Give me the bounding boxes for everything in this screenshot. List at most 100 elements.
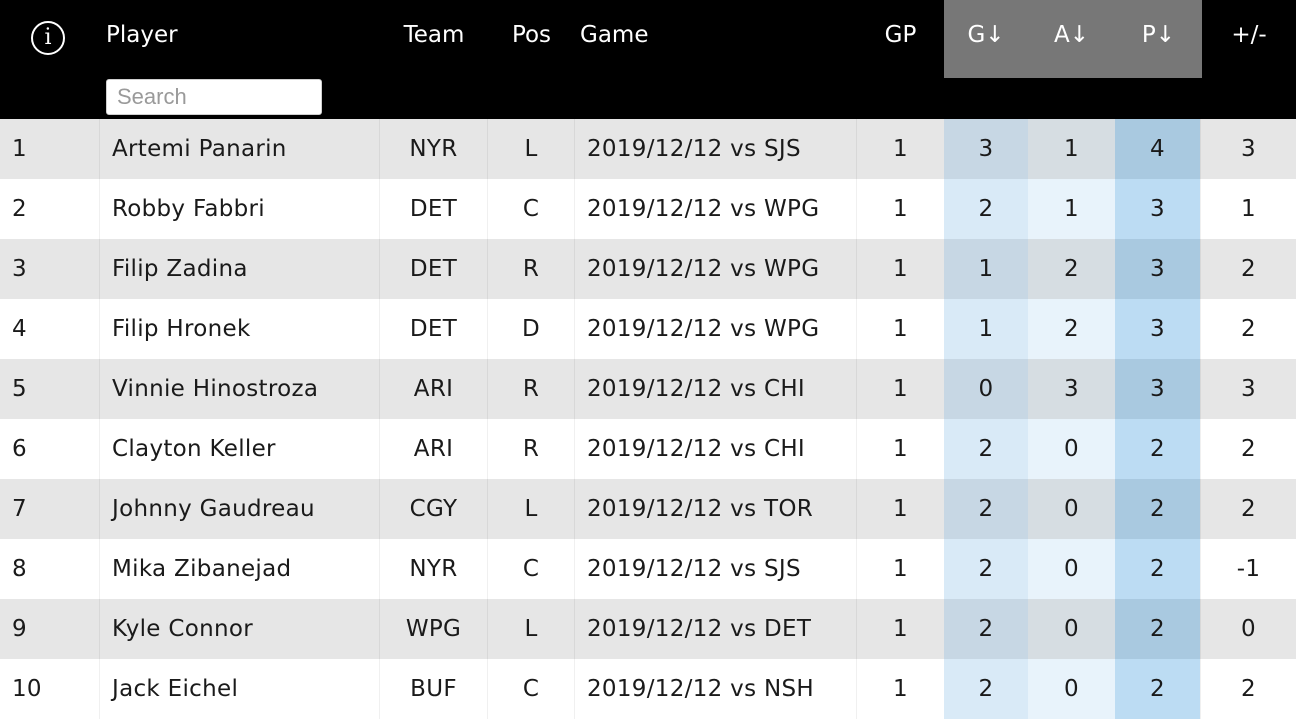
team-cell: DET: [380, 179, 488, 239]
points-cell: 2: [1115, 659, 1200, 719]
goals-cell: 2: [944, 479, 1028, 539]
points-cell: 3: [1115, 239, 1200, 299]
assists-cell: 2: [1028, 299, 1115, 359]
points-cell: 3: [1115, 299, 1200, 359]
plus-minus-cell: 3: [1200, 119, 1296, 179]
game-cell: 2019/12/12 vs NSH: [575, 659, 857, 719]
player-name: Clayton Keller: [100, 419, 380, 479]
position-cell: R: [488, 239, 575, 299]
table-row[interactable]: 8 Mika Zibanejad NYR C 2019/12/12 vs SJS 1 2 0 2…: [0, 539, 1296, 599]
game-cell: 2019/12/12 vs SJS: [575, 539, 857, 599]
player-name: Filip Hronek: [100, 299, 380, 359]
player-name: Kyle Connor: [100, 599, 380, 659]
table-row[interactable]: 6 Clayton Keller ARI R 2019/12/12 vs CHI 1 2 0 2…: [0, 419, 1296, 479]
column-header-team[interactable]: Team: [403, 22, 465, 48]
games-played-cell: 1: [893, 496, 908, 522]
team-cell: NYR: [380, 119, 488, 179]
column-header-assists[interactable]: A↓: [1028, 0, 1115, 78]
column-header-plus-minus[interactable]: +/-: [1231, 22, 1267, 48]
position-cell: R: [488, 359, 575, 419]
game-cell: 2019/12/12 vs WPG: [575, 179, 857, 239]
player-name: Vinnie Hinostroza: [100, 359, 380, 419]
assists-cell: 3: [1028, 359, 1115, 419]
table-row[interactable]: 9 Kyle Connor WPG L 2019/12/12 vs DET 1 2 0 2 0: [0, 599, 1296, 659]
team-cell: DET: [380, 239, 488, 299]
game-cell: 2019/12/12 vs WPG: [575, 299, 857, 359]
points-cell: 2: [1115, 419, 1200, 479]
table-row[interactable]: 2 Robby Fabbri DET C 2019/12/12 vs WPG 1 2 1 3 1: [0, 179, 1296, 239]
plus-minus-cell: 3: [1200, 359, 1296, 419]
games-played-cell: 1: [893, 436, 908, 462]
player-name: Robby Fabbri: [100, 179, 380, 239]
game-cell: 2019/12/12 vs DET: [575, 599, 857, 659]
rank-cell: 10: [0, 659, 100, 719]
table-row[interactable]: 10 Jack Eichel BUF C 2019/12/12 vs NSH 1 2 0 2 2: [0, 659, 1296, 719]
table-body: 1 Artemi Panarin NYR L 2019/12/12 vs SJS 1 3 1 4…: [0, 119, 1296, 719]
plus-minus-cell: 2: [1200, 479, 1296, 539]
table-row[interactable]: 4 Filip Hronek DET D 2019/12/12 vs WPG 1 1 2 3 2: [0, 299, 1296, 359]
games-played-cell: 1: [893, 376, 908, 402]
game-cell: 2019/12/12 vs SJS: [575, 119, 857, 179]
column-header-goals[interactable]: G↓: [944, 0, 1028, 78]
assists-cell: 0: [1028, 599, 1115, 659]
games-played-cell: 1: [893, 556, 908, 582]
position-cell: L: [488, 599, 575, 659]
player-name: Filip Zadina: [100, 239, 380, 299]
rank-cell: 6: [0, 419, 100, 479]
plus-minus-cell: -1: [1200, 539, 1296, 599]
goals-cell: 3: [944, 119, 1028, 179]
position-cell: C: [488, 539, 575, 599]
team-cell: WPG: [380, 599, 488, 659]
assists-cell: 1: [1028, 119, 1115, 179]
game-cell: 2019/12/12 vs WPG: [575, 239, 857, 299]
player-name: Mika Zibanejad: [100, 539, 380, 599]
table-row[interactable]: 7 Johnny Gaudreau CGY L 2019/12/12 vs TOR 1 2 0…: [0, 479, 1296, 539]
team-cell: CGY: [380, 479, 488, 539]
game-cell: 2019/12/12 vs CHI: [575, 419, 857, 479]
points-cell: 2: [1115, 599, 1200, 659]
position-cell: D: [488, 299, 575, 359]
position-cell: C: [488, 659, 575, 719]
points-cell: 3: [1115, 179, 1200, 239]
points-cell: 2: [1115, 479, 1200, 539]
goals-cell: 2: [944, 599, 1028, 659]
points-cell: 2: [1115, 539, 1200, 599]
rank-cell: 8: [0, 539, 100, 599]
games-played-cell: 1: [893, 676, 908, 702]
position-cell: R: [488, 419, 575, 479]
game-cell: 2019/12/12 vs TOR: [575, 479, 857, 539]
column-header-pos[interactable]: Pos: [511, 22, 552, 48]
goals-cell: 2: [944, 419, 1028, 479]
assists-cell: 0: [1028, 539, 1115, 599]
plus-minus-cell: 0: [1200, 599, 1296, 659]
table-row[interactable]: 3 Filip Zadina DET R 2019/12/12 vs WPG 1 1 2 3 2: [0, 239, 1296, 299]
rank-cell: 3: [0, 239, 100, 299]
plus-minus-cell: 2: [1200, 299, 1296, 359]
rank-cell: 4: [0, 299, 100, 359]
team-cell: DET: [380, 299, 488, 359]
goals-cell: 2: [944, 179, 1028, 239]
player-name: Johnny Gaudreau: [100, 479, 380, 539]
games-played-cell: 1: [893, 616, 908, 642]
team-cell: NYR: [380, 539, 488, 599]
goals-cell: 0: [944, 359, 1028, 419]
position-cell: L: [488, 119, 575, 179]
column-header-gp[interactable]: GP: [884, 22, 917, 48]
table-row[interactable]: 5 Vinnie Hinostroza ARI R 2019/12/12 vs CHI 1…: [0, 359, 1296, 419]
column-header-player[interactable]: Player: [106, 22, 178, 48]
column-header-game[interactable]: Game: [580, 22, 649, 48]
team-cell: BUF: [380, 659, 488, 719]
game-cell: 2019/12/12 vs CHI: [575, 359, 857, 419]
table-row[interactable]: 1 Artemi Panarin NYR L 2019/12/12 vs SJS 1 3 1 4…: [0, 119, 1296, 179]
player-name: Jack Eichel: [100, 659, 380, 719]
plus-minus-cell: 2: [1200, 659, 1296, 719]
info-icon[interactable]: i: [31, 21, 65, 55]
goals-cell: 1: [944, 239, 1028, 299]
plus-minus-cell: 2: [1200, 239, 1296, 299]
table-header: i Player Team Pos Game GP G↓ A↓ P↓ +/-: [0, 0, 1296, 119]
plus-minus-cell: 2: [1200, 419, 1296, 479]
search-input[interactable]: [106, 79, 322, 115]
column-header-points[interactable]: P↓: [1115, 0, 1202, 78]
rank-cell: 7: [0, 479, 100, 539]
goals-cell: 1: [944, 299, 1028, 359]
